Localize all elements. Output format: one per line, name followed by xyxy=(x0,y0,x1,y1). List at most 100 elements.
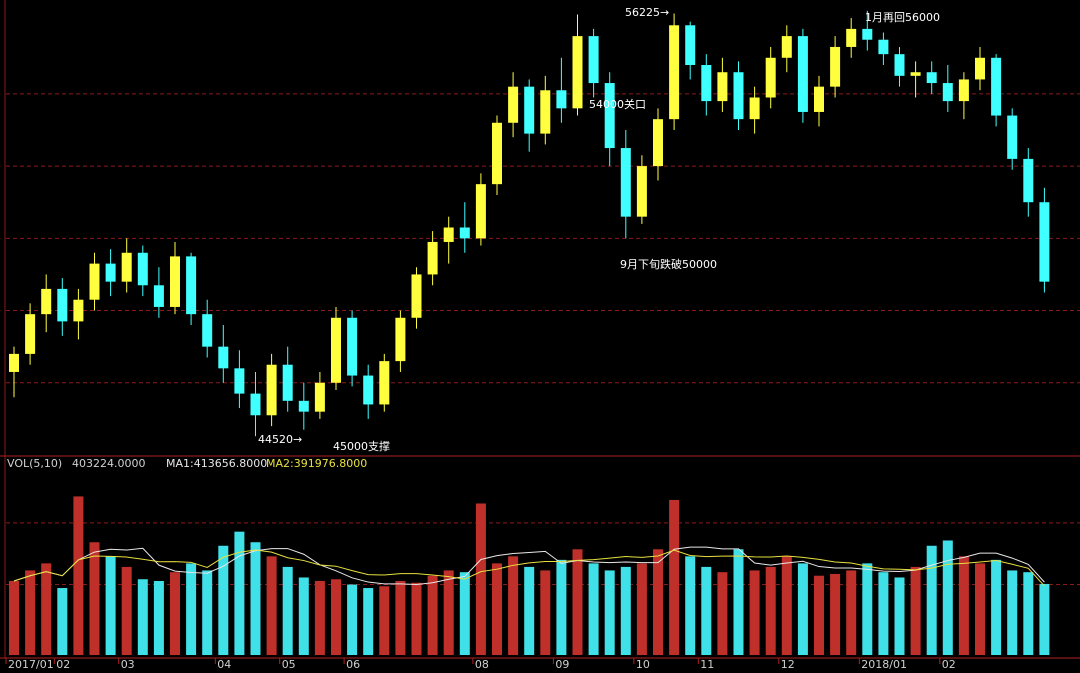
volume-bar xyxy=(443,570,454,655)
volume-bar xyxy=(701,566,712,655)
candle-body xyxy=(331,317,341,383)
x-tick-label: 08 xyxy=(475,658,489,671)
candle-body xyxy=(250,393,261,416)
candle-body xyxy=(991,57,1002,116)
candle-body xyxy=(540,90,551,134)
candle-body xyxy=(57,288,68,322)
x-tick-label: 12 xyxy=(781,658,795,671)
volume-bar xyxy=(604,570,615,655)
candle-body xyxy=(170,256,180,307)
candle-body xyxy=(218,346,229,369)
x-tick-label: 10 xyxy=(636,658,650,671)
volume-bar xyxy=(846,570,857,655)
candle-body xyxy=(572,36,583,109)
volume-header: VOL(5,10) xyxy=(7,457,62,470)
candle-body xyxy=(910,72,921,76)
volume-bar xyxy=(137,579,148,655)
volume-bar xyxy=(508,556,519,655)
volume-header: MA1:413656.8000 xyxy=(166,457,267,470)
candle-body xyxy=(105,263,116,282)
volume-bar xyxy=(1023,572,1034,655)
candle-body xyxy=(202,314,213,347)
candle-body xyxy=(975,57,985,80)
annotation: 54000关口 xyxy=(589,97,646,111)
volume-bar xyxy=(427,575,438,655)
candle-body xyxy=(363,375,374,405)
volume-bar xyxy=(1039,583,1050,655)
volume-bar xyxy=(958,556,969,655)
x-tick-label: 03 xyxy=(121,658,135,671)
volume-bar xyxy=(492,563,502,655)
volume-bar xyxy=(733,549,744,655)
volume-header: MA2:391976.8000 xyxy=(266,457,367,470)
volume-bar xyxy=(814,575,824,655)
volume-bar xyxy=(588,563,599,655)
candle-body xyxy=(701,65,712,102)
volume-bar xyxy=(57,588,68,655)
x-tick-label: 02 xyxy=(942,658,956,671)
x-tick-label: 2017/01 xyxy=(8,658,54,671)
volume-bar xyxy=(781,556,792,655)
volume-bar xyxy=(572,549,583,655)
candle-body xyxy=(9,353,19,372)
volume-bar xyxy=(926,545,937,655)
volume-bar xyxy=(475,503,486,655)
candle-body xyxy=(443,227,454,242)
annotation: 1月再回56000 xyxy=(865,11,940,24)
volume-bar xyxy=(620,566,631,655)
candle-body xyxy=(685,25,696,65)
volume-bar xyxy=(894,577,905,655)
volume-bar xyxy=(282,566,293,655)
candle-body xyxy=(797,36,808,112)
x-tick-label: 05 xyxy=(282,658,296,671)
x-tick-label: 2018/01 xyxy=(861,658,907,671)
volume-bar xyxy=(830,573,841,655)
volume-bar xyxy=(749,570,760,655)
x-tick-label: 06 xyxy=(346,658,360,671)
volume-bar xyxy=(218,545,229,655)
candle-body xyxy=(620,148,631,217)
volume-bar xyxy=(202,570,213,655)
candle-body xyxy=(846,28,857,47)
candle-body xyxy=(653,119,663,167)
candle-body xyxy=(604,83,615,149)
candle-body xyxy=(926,72,937,84)
candle-body xyxy=(266,364,277,416)
annotation: 9月下旬跌破50000 xyxy=(620,257,717,271)
volume-bar xyxy=(121,566,132,655)
candle-body xyxy=(89,263,100,300)
candle-body xyxy=(636,166,647,217)
candle-body xyxy=(121,252,132,282)
annotation: 45000支撑 xyxy=(333,439,390,453)
volume-bar xyxy=(910,566,921,655)
volume-bar xyxy=(314,581,325,655)
volume-bar xyxy=(298,577,309,655)
volume-bar xyxy=(636,563,647,655)
candle-body xyxy=(588,36,599,84)
candle-body xyxy=(717,72,728,102)
candle-body xyxy=(830,46,841,87)
volume-bar xyxy=(170,572,180,655)
candle-body xyxy=(395,317,406,362)
candle-body xyxy=(669,25,680,120)
volume-bar xyxy=(717,572,728,655)
candle-body xyxy=(492,122,502,185)
volume-bar xyxy=(556,559,567,655)
volume-bar xyxy=(1007,570,1018,655)
volume-bar xyxy=(765,566,776,655)
candle-body xyxy=(25,314,36,354)
volume-bar xyxy=(186,563,197,655)
candle-body xyxy=(153,285,164,307)
candle-body xyxy=(314,382,325,412)
volume-bar xyxy=(862,563,873,655)
volume-header: 403224.0000 xyxy=(72,457,145,470)
volume-bar xyxy=(411,582,422,655)
candle-body xyxy=(282,364,293,401)
volume-bar xyxy=(25,570,36,655)
x-tick-label: 04 xyxy=(217,658,231,671)
candle-body xyxy=(41,288,52,315)
candle-body xyxy=(411,274,422,318)
candle-body xyxy=(862,28,873,40)
x-tick-label: 09 xyxy=(555,658,569,671)
